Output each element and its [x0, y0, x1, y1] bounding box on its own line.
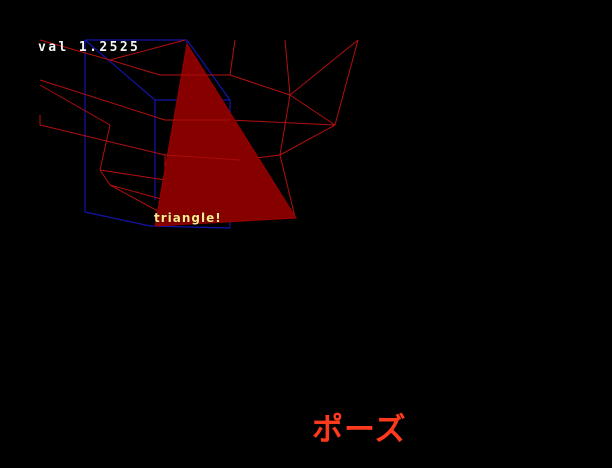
red-wireframe-overlay	[160, 74, 241, 161]
red-triangle	[154, 42, 297, 227]
pause-label: ポーズ	[312, 412, 407, 448]
debug-value-readout: val 1.2525	[38, 40, 141, 55]
triangle-label: triangle!	[154, 211, 222, 225]
